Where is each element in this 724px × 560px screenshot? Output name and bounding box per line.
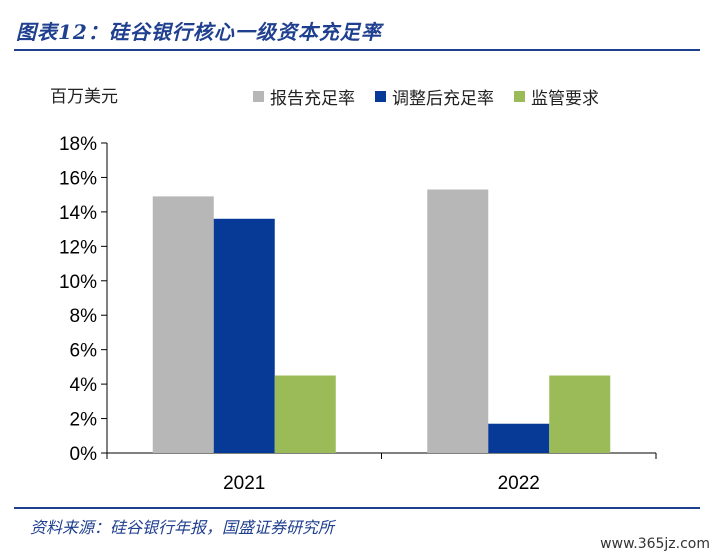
y-tick-label: 6% <box>70 341 98 362</box>
y-tick-label: 16% <box>59 168 97 189</box>
legend-item-reported: 报告充足率 <box>253 84 355 109</box>
x-tick-label: 2022 <box>498 473 540 494</box>
bar-2022-0 <box>427 189 489 453</box>
bar-2021-0 <box>152 196 214 453</box>
y-tick-label: 18% <box>59 134 97 155</box>
bar-2022-2 <box>549 375 611 453</box>
legend-label-regulatory: 监管要求 <box>531 89 599 109</box>
bar-2022-1 <box>488 423 550 453</box>
legend-swatch-reported <box>253 91 264 102</box>
chart-title: 图表12：硅谷银行核心一级资本充足率 <box>16 20 382 44</box>
y-tick-label: 12% <box>59 237 97 258</box>
source-rule <box>14 507 700 509</box>
title-rule <box>14 49 700 51</box>
legend-item-adjusted: 调整后充足率 <box>375 84 494 109</box>
legend: 报告充足率 调整后充足率 监管要求 <box>253 84 599 109</box>
legend-swatch-regulatory <box>514 91 525 102</box>
legend-label-adjusted: 调整后充足率 <box>392 89 494 109</box>
unit-label: 百万美元 <box>50 87 118 107</box>
y-tick-label: 0% <box>70 444 98 465</box>
source-note: 资料来源：硅谷银行年报，国盛证券研究所 <box>30 518 335 537</box>
watermark: www.365jz.com <box>600 536 710 552</box>
y-tick-label: 8% <box>70 306 98 327</box>
legend-label-reported: 报告充足率 <box>270 89 355 109</box>
y-tick-label: 4% <box>70 375 98 396</box>
y-tick-label: 2% <box>70 410 98 431</box>
y-tick-label: 14% <box>59 203 97 224</box>
bar-2021-1 <box>213 218 275 453</box>
bar-2021-2 <box>274 375 336 453</box>
y-tick-label: 10% <box>59 272 97 293</box>
x-tick-label: 2021 <box>223 473 265 494</box>
legend-item-regulatory: 监管要求 <box>514 84 599 109</box>
legend-swatch-adjusted <box>375 91 386 102</box>
